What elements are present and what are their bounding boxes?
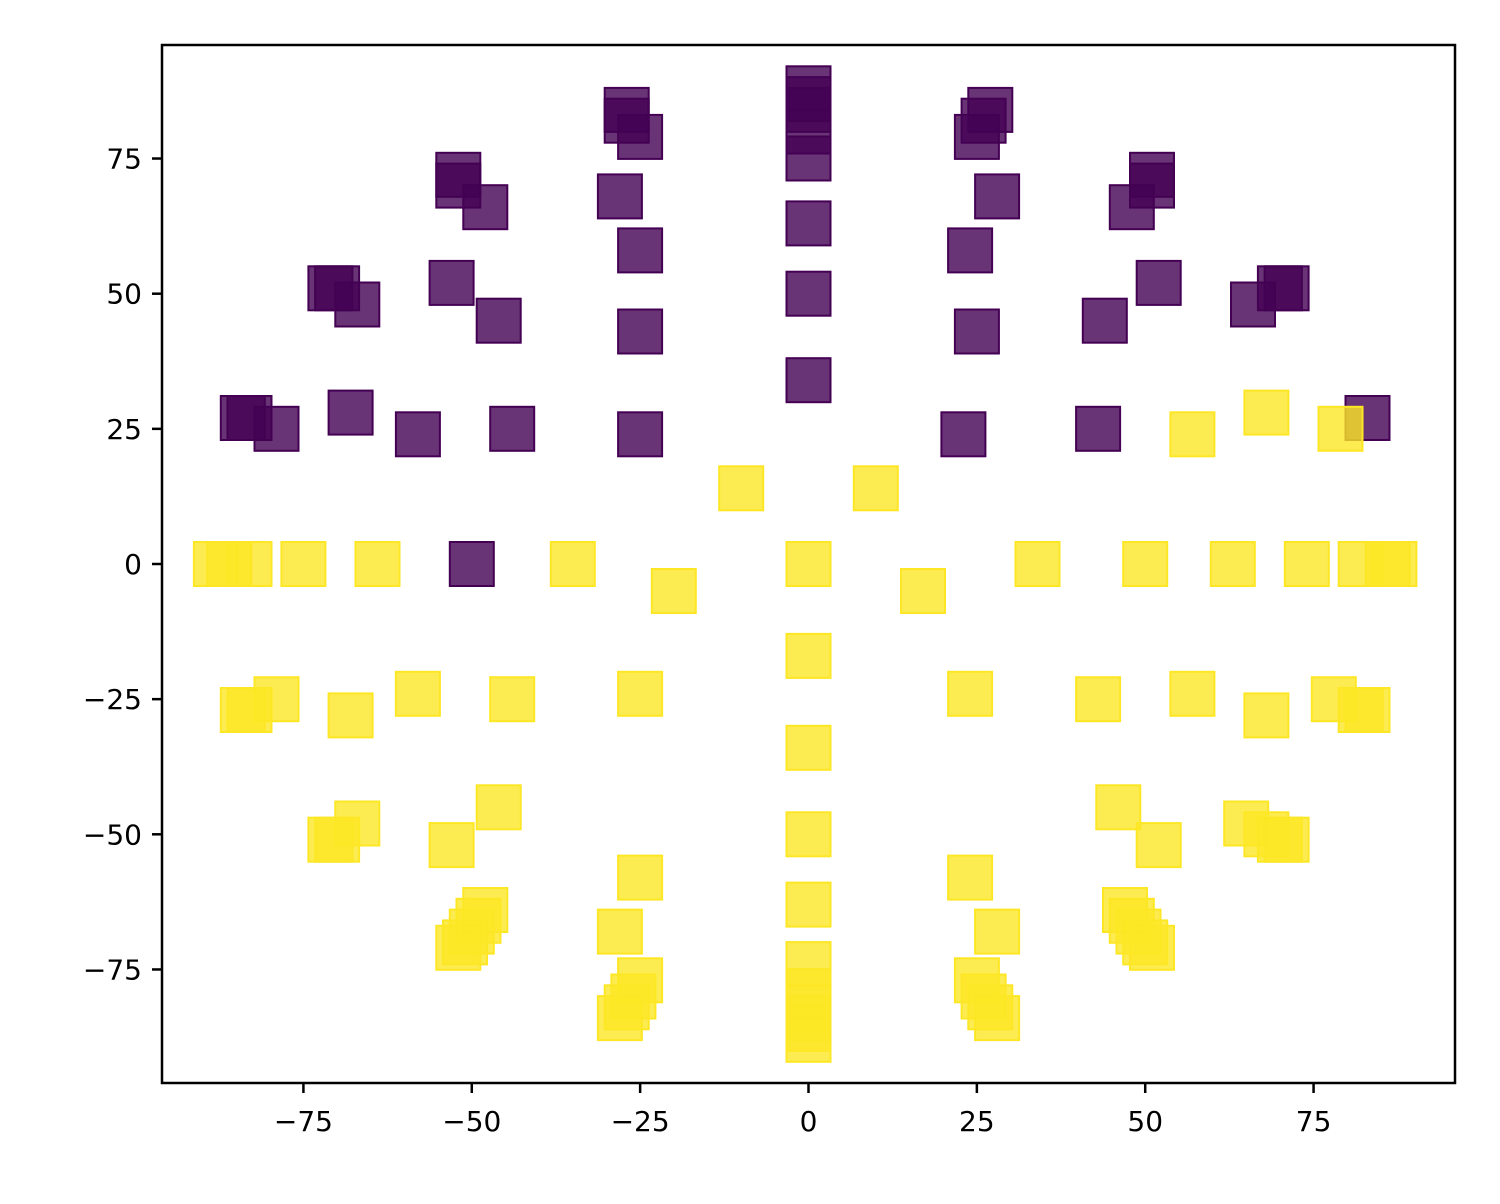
data-point (785, 724, 832, 771)
y-tick-label: 0 (124, 548, 142, 581)
data-point (1317, 405, 1364, 452)
data-point (953, 308, 1000, 355)
y-tick-label: −25 (83, 683, 142, 716)
data-point (1209, 541, 1256, 587)
y-tick-label: −50 (83, 818, 142, 851)
y-tick-label: −75 (83, 953, 142, 986)
data-point (1135, 822, 1182, 869)
data-point (1108, 184, 1155, 231)
data-point (1075, 676, 1122, 723)
y-axis: 75 50 25 0 −25 −50 −75 (83, 143, 162, 986)
data-point (1095, 784, 1142, 831)
data-point (785, 1016, 832, 1063)
data-point (1169, 411, 1216, 458)
data-point (475, 784, 522, 831)
data-point (617, 227, 664, 274)
data-point (226, 541, 273, 587)
x-tick-label: −50 (442, 1105, 501, 1138)
data-point (785, 357, 832, 404)
data-point (947, 670, 994, 717)
data-point (852, 465, 899, 512)
data-point (617, 854, 664, 901)
y-tick-label: 50 (106, 278, 142, 311)
data-point (489, 676, 536, 723)
x-tick-label: 25 (959, 1105, 995, 1138)
data-point (1135, 259, 1182, 306)
data-point (617, 411, 664, 458)
data-point (1230, 281, 1276, 328)
data-point (785, 200, 832, 247)
data-point (354, 541, 401, 587)
x-tick-label: −25 (611, 1105, 670, 1138)
data-point (974, 995, 1021, 1042)
data-point (1344, 687, 1391, 733)
data-point (1371, 541, 1418, 587)
data-point (1263, 816, 1310, 863)
data-point (1122, 541, 1169, 587)
data-point (596, 995, 643, 1042)
data-point (1075, 405, 1122, 452)
data-point (327, 692, 374, 739)
data-point (489, 405, 536, 452)
data-point (953, 113, 1000, 160)
data-point (394, 670, 441, 717)
data-point (718, 465, 765, 512)
data-point (1243, 389, 1290, 436)
x-tick-label: 75 (1296, 1105, 1332, 1138)
data-point (596, 908, 643, 955)
data-point (280, 541, 327, 587)
data-point (617, 308, 664, 355)
data-point (428, 259, 475, 306)
data-point (785, 881, 832, 928)
data-point (1283, 541, 1330, 587)
data-point (785, 135, 832, 182)
data-point (448, 541, 495, 587)
data-point (974, 173, 1021, 220)
data-point (617, 113, 664, 160)
x-tick-label: 50 (1127, 1105, 1163, 1138)
x-tick-label: −75 (274, 1105, 333, 1138)
data-point (549, 541, 596, 587)
data-point (940, 411, 987, 458)
data-point (785, 811, 832, 858)
data-point (785, 270, 832, 317)
data-point (596, 173, 643, 220)
data-point (947, 854, 994, 901)
y-tick-label: 25 (106, 413, 142, 446)
data-point (974, 908, 1021, 955)
data-point (1014, 541, 1061, 587)
data-point (226, 687, 273, 733)
data-point (327, 389, 374, 436)
data-point (947, 227, 994, 274)
data-point (617, 670, 664, 717)
data-point (1169, 670, 1216, 717)
data-point (785, 541, 832, 587)
data-point (1243, 692, 1290, 739)
data-point (900, 568, 946, 614)
data-point (226, 395, 273, 441)
y-tick-label: 75 (106, 143, 142, 176)
data-point (394, 411, 441, 458)
x-axis: −75 −50 −25 0 25 50 75 (274, 1083, 1332, 1138)
data-point (1129, 924, 1175, 971)
data-point (462, 184, 509, 231)
x-tick-label: 0 (800, 1105, 818, 1138)
points-layer (192, 65, 1418, 1063)
data-point (650, 568, 697, 614)
data-point (307, 816, 354, 863)
data-point (428, 822, 475, 869)
data-point (475, 297, 522, 344)
data-point (334, 281, 381, 328)
data-point (435, 924, 482, 971)
data-point (785, 632, 832, 679)
data-point (1081, 297, 1128, 344)
